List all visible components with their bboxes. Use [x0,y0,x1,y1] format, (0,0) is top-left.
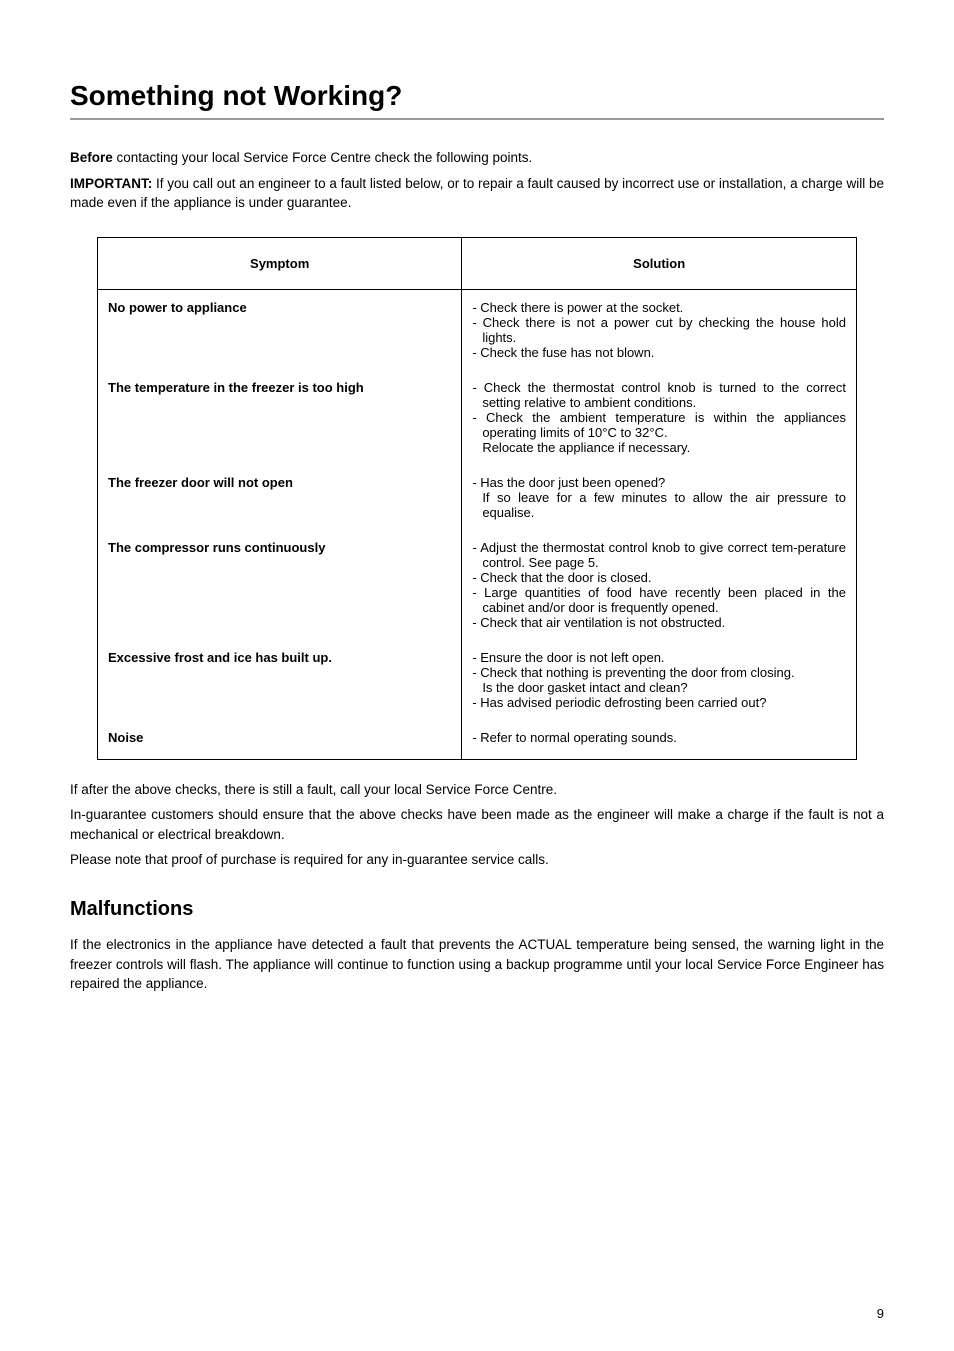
solution-line: - Check the fuse has not blown. [472,345,846,360]
table-row: The freezer door will not open- Has the … [98,465,857,530]
solution-cell: - Has the door just been opened?If so le… [462,465,857,530]
after-text-1: In-guarantee customers should ensure tha… [70,805,884,844]
solution-cell: - Ensure the door is not left open.- Che… [462,640,857,720]
after-text-2: Please note that proof of purchase is re… [70,850,884,870]
table-header-row: Symptom Solution [98,237,857,289]
header-solution: Solution [462,237,857,289]
solution-line: - Adjust the thermostat control knob to … [472,540,846,570]
after-text-0: If after the above checks, there is stil… [70,780,884,800]
solution-line: - Check there is power at the socket. [472,300,846,315]
intro-before-rest: contacting your local Service Force Cent… [113,150,532,165]
page-number: 9 [877,1306,884,1321]
table-row: The compressor runs continuously - Adjust… [98,530,857,640]
intro-important-rest: If you call out an engineer to a fault l… [70,176,884,211]
malfunctions-heading: Malfunctions [70,898,884,921]
solution-cell: - Check there is power at the socket.- C… [462,289,857,370]
solution-cell: - Adjust the thermostat control knob to … [462,530,857,640]
solution-line: - Check that air ventilation is not obst… [472,615,846,630]
solution-line: - Has the door just been opened? [472,475,846,490]
solution-line: Is the door gasket intact and clean? [472,680,846,695]
symptom-cell: Excessive frost and ice has built up. [98,640,462,720]
malfunctions-body: If the electronics in the appliance have… [70,935,884,994]
solution-line: - Large quantities of food have recently… [472,585,846,615]
solution-line: If so leave for a few minutes to allow t… [472,490,846,520]
header-symptom: Symptom [98,237,462,289]
solution-line: - Check the thermostat control knob is t… [472,380,846,410]
symptom-cell: No power to appliance [98,289,462,370]
solution-cell: - Refer to normal operating sounds. [462,720,857,760]
solution-line: - Refer to normal operating sounds. [472,730,846,745]
table-row: No power to appliance- Check there is po… [98,289,857,370]
intro-before-bold: Before [70,150,113,165]
table-row: Noise - Refer to normal operating sounds. [98,720,857,760]
intro-before: Before contacting your local Service For… [70,148,884,168]
solution-line: - Has advised periodic defrosting been c… [472,695,846,710]
solution-line: - Check that the door is closed. [472,570,846,585]
symptom-cell: The temperature in the freezer is too hi… [98,370,462,465]
solution-line: Relocate the appliance if necessary. [472,440,846,455]
troubleshoot-table: Symptom Solution No power to appliance- … [97,237,857,760]
page-title: Something not Working? [70,80,884,120]
intro-important: IMPORTANT: If you call out an engineer t… [70,174,884,213]
table-row: Excessive frost and ice has built up.- E… [98,640,857,720]
intro-important-bold: IMPORTANT: [70,176,152,191]
solution-line: - Ensure the door is not left open. [472,650,846,665]
table-row: The temperature in the freezer is too hi… [98,370,857,465]
solution-line: - Check there is not a power cut by chec… [472,315,846,345]
solution-cell: - Check the thermostat control knob is t… [462,370,857,465]
symptom-cell: The compressor runs continuously [98,530,462,640]
table-body: No power to appliance- Check there is po… [98,289,857,759]
solution-line: - Check the ambient temperature is withi… [472,410,846,440]
symptom-cell: The freezer door will not open [98,465,462,530]
solution-line: - Check that nothing is preventing the d… [472,665,846,680]
symptom-cell: Noise [98,720,462,760]
